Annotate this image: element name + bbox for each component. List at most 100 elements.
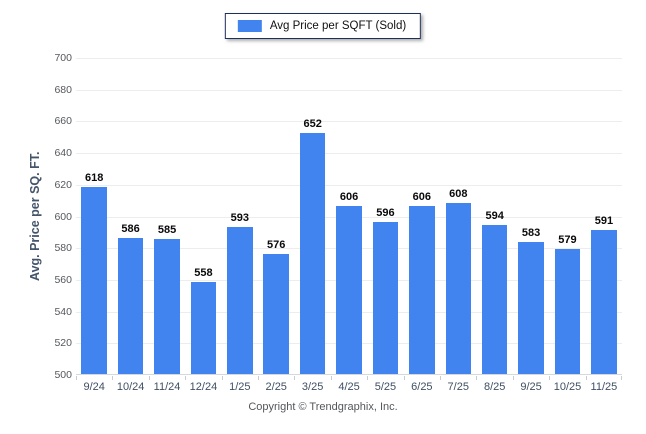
y-axis-tick-label: 560	[54, 273, 72, 286]
bar-value-label: 608	[449, 187, 468, 200]
gridline	[76, 184, 622, 186]
y-axis-tick-label: 640	[54, 147, 72, 160]
y-axis-tick-label: 500	[54, 369, 72, 381]
x-axis-label: 8/25	[483, 381, 506, 393]
bar-slot-7-25: 608	[440, 58, 476, 374]
bar	[591, 229, 617, 374]
x-axis-tick-mark	[513, 376, 514, 380]
x-axis-tick-mark	[440, 376, 441, 380]
bar-value-label: 583	[521, 227, 541, 240]
x-axis-label: 9/25	[520, 381, 542, 393]
y-axis-tick-label: 580	[54, 242, 72, 255]
x-axis-tick-mark	[149, 376, 150, 380]
bar-slot-4-25: 606	[331, 58, 367, 374]
bar-value-label: 618	[85, 171, 104, 184]
x-axis-label: 5/25	[374, 381, 397, 393]
bar	[554, 248, 581, 374]
bar-slot-10-24: 586	[112, 58, 148, 374]
bar-slot-11-24: 585	[149, 58, 185, 374]
bar-slot-9-24: 618	[76, 58, 112, 374]
plot-area: 618 586 585 558 593 576 652 606 596 606 608 594 583 5…	[76, 58, 622, 380]
bar	[481, 225, 508, 374]
gridline	[76, 89, 622, 91]
bar-slot-2-25: 576	[258, 58, 294, 374]
x-axis-label: 10/24	[116, 381, 145, 393]
x-axis-tick-mark	[586, 376, 587, 380]
bar-value-label: 594	[485, 210, 504, 223]
x-axis-tick-mark	[222, 376, 223, 380]
bar-value-label: 558	[194, 267, 213, 280]
x-axis-label: 11/24	[153, 381, 181, 393]
y-axis-tick-label: 600	[54, 210, 72, 223]
x-axis-label: 4/25	[338, 381, 360, 393]
gridline	[76, 153, 622, 155]
bar-slot-8-25: 594	[476, 58, 512, 374]
y-axis-tick-label: 520	[54, 337, 72, 350]
bar-slot-9-25: 583	[513, 58, 549, 374]
x-axis-tick-mark	[76, 376, 77, 380]
bar	[336, 206, 362, 374]
x-axis-label: 6/25	[411, 381, 433, 393]
legend-label: Avg Price per SQFT (Sold)	[269, 20, 407, 32]
legend-swatch-icon	[237, 20, 262, 32]
y-axis-tick-label: 660	[54, 115, 72, 128]
bar	[409, 206, 435, 374]
bar	[445, 202, 471, 374]
bar-value-label: 606	[412, 191, 432, 203]
x-axis-label: 9/24	[83, 381, 105, 393]
x-axis-label: 12/24	[189, 381, 218, 393]
x-axis-tick-mark	[549, 376, 550, 380]
x-axis-label: 2/25	[265, 381, 287, 393]
x-axis-tick-mark	[258, 376, 259, 380]
bar	[81, 186, 107, 374]
bar-slot-12-24: 558	[185, 58, 221, 374]
y-axis-tick-label: 620	[54, 178, 72, 191]
bar-value-label: 585	[157, 224, 177, 237]
x-axis-tick-mark	[404, 376, 405, 380]
x-axis-tick-mark	[621, 376, 622, 380]
bar-slot-3-25: 652	[294, 58, 330, 374]
y-axis-tick-label: 680	[54, 83, 72, 96]
bar-slot-10-25: 579	[549, 58, 585, 374]
x-axis-tick-mark	[367, 376, 368, 380]
x-axis-label: 1/25	[229, 381, 251, 393]
legend: Avg Price per SQFT (Sold)	[224, 13, 422, 39]
y-axis-tick-label: 700	[54, 52, 72, 64]
bar	[190, 282, 217, 374]
x-axis-label: 11/25	[590, 381, 618, 393]
gridline	[76, 58, 622, 59]
bars-container: 618 586 585 558 593 576 652 606 596 606 608 594 583 5…	[76, 58, 622, 374]
x-axis-tick-mark	[331, 376, 332, 380]
bar	[299, 133, 326, 374]
bar	[263, 253, 289, 374]
bar	[227, 226, 253, 374]
x-axis-tick-mark	[185, 376, 186, 380]
bar	[372, 221, 399, 374]
bar-value-label: 606	[339, 191, 359, 203]
x-axis-label: 3/25	[301, 381, 324, 393]
bar-value-label: 586	[121, 222, 140, 235]
bar-slot-5-25: 596	[367, 58, 403, 374]
x-axis-tick-mark	[112, 376, 113, 380]
bar-slot-11-25: 591	[586, 58, 622, 374]
bar-slot-1-25: 593	[222, 58, 258, 374]
bar-value-label: 596	[376, 206, 395, 219]
x-axis-label: 7/25	[447, 381, 469, 393]
copyright-text: Copyright © Trendgraphix, Inc.	[248, 401, 398, 413]
x-axis-tick-mark	[294, 376, 295, 380]
bar-slot-6-25: 606	[404, 58, 440, 374]
y-axis-tick-label: 540	[54, 305, 72, 318]
bar-value-label: 652	[303, 118, 322, 131]
bar	[518, 242, 544, 374]
bar-value-label: 579	[558, 233, 577, 246]
x-axis-label: 10/25	[553, 381, 582, 393]
bar-value-label: 593	[230, 211, 249, 224]
x-axis-labels: 9/24 10/24 11/24 12/24 1/25 2/25 3/25 4/25 5/25 6…	[76, 381, 622, 393]
bar	[117, 237, 144, 374]
bar	[154, 239, 180, 374]
gridline	[76, 121, 622, 123]
x-axis-tick-mark	[476, 376, 477, 380]
bar-value-label: 576	[267, 238, 286, 251]
